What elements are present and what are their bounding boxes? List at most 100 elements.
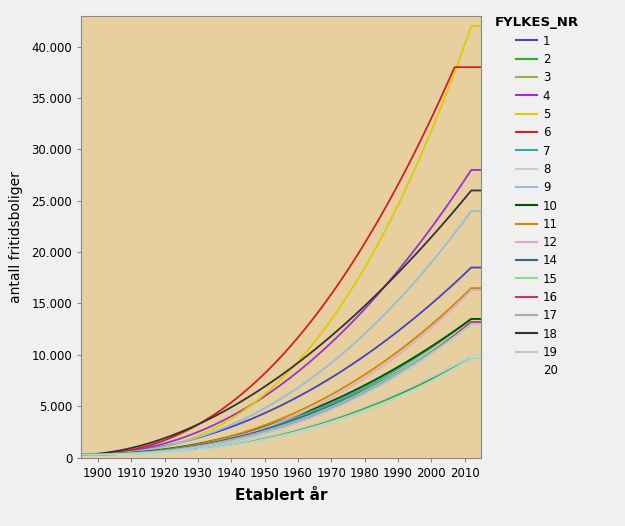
- 2: [348, 410, 355, 416]
- 17: [328, 404, 335, 411]
- 4: [348, 320, 355, 326]
- 2: [451, 364, 458, 370]
- 6: [454, 64, 462, 70]
- 11: [451, 301, 458, 307]
- 19: [118, 451, 125, 457]
- 9: [328, 360, 335, 366]
- 5: [118, 450, 125, 457]
- 12: [328, 395, 335, 401]
- 10: [171, 444, 178, 451]
- 11: [78, 451, 85, 458]
- Line: 8: 8: [81, 355, 481, 454]
- 14: [171, 446, 178, 452]
- 1: [348, 362, 355, 368]
- 5: [468, 23, 475, 29]
- 17: [468, 321, 475, 327]
- Line: 15: 15: [81, 322, 481, 454]
- 17: [78, 451, 85, 458]
- 20: [118, 451, 125, 458]
- 2: [171, 448, 178, 454]
- 4: [478, 167, 485, 173]
- 15: [248, 432, 255, 438]
- 14: [451, 333, 458, 339]
- 8: [171, 448, 178, 454]
- 14: [78, 451, 85, 458]
- 15: [171, 447, 178, 453]
- 2: [78, 451, 85, 458]
- 14: [348, 393, 355, 400]
- 12: [78, 451, 85, 458]
- 1: [78, 451, 85, 458]
- 18: [328, 333, 335, 339]
- 6: [328, 291, 335, 297]
- 7: [468, 316, 475, 322]
- 1: [468, 265, 475, 271]
- 18: [248, 392, 255, 399]
- 10: [328, 398, 335, 404]
- 19: [468, 321, 475, 327]
- 12: [248, 429, 255, 436]
- 12: [348, 383, 355, 390]
- 7: [348, 391, 355, 397]
- 2: [248, 437, 255, 443]
- 3: [478, 316, 485, 322]
- 9: [468, 208, 475, 214]
- 7: [171, 446, 178, 452]
- 19: [328, 407, 335, 413]
- 8: [478, 352, 485, 358]
- Line: 6: 6: [81, 67, 481, 454]
- 14: [248, 430, 255, 437]
- 6: [248, 383, 255, 389]
- 20: [328, 420, 335, 426]
- 18: [171, 431, 178, 438]
- 4: [118, 449, 125, 456]
- 16: [248, 433, 255, 440]
- Line: 18: 18: [81, 190, 481, 454]
- 5: [328, 317, 335, 323]
- 12: [451, 304, 458, 310]
- 19: [78, 451, 85, 458]
- 7: [478, 316, 485, 322]
- 16: [348, 397, 355, 403]
- 16: [478, 319, 485, 325]
- 19: [451, 334, 458, 340]
- 7: [451, 328, 458, 335]
- Line: 2: 2: [81, 358, 481, 454]
- 17: [451, 333, 458, 340]
- 10: [118, 450, 125, 457]
- 4: [468, 167, 475, 173]
- 19: [171, 447, 178, 453]
- 9: [248, 412, 255, 419]
- 5: [248, 402, 255, 408]
- 7: [248, 430, 255, 436]
- Line: 10: 10: [81, 319, 481, 454]
- 8: [328, 416, 335, 422]
- 2: [478, 355, 485, 361]
- 10: [78, 451, 85, 458]
- 9: [348, 343, 355, 349]
- 3: [171, 446, 178, 452]
- 17: [248, 432, 255, 438]
- Line: 19: 19: [81, 324, 481, 454]
- 1: [248, 416, 255, 422]
- 8: [118, 451, 125, 457]
- 11: [171, 445, 178, 451]
- 4: [171, 437, 178, 443]
- Line: 9: 9: [81, 211, 481, 454]
- 3: [328, 400, 335, 407]
- 10: [248, 428, 255, 434]
- 2: [118, 451, 125, 457]
- 20: [468, 355, 475, 361]
- 6: [171, 433, 178, 439]
- 12: [478, 287, 485, 294]
- 20: [478, 355, 485, 361]
- 20: [78, 451, 85, 458]
- 18: [478, 187, 485, 194]
- 18: [468, 187, 475, 194]
- 15: [78, 451, 85, 458]
- 5: [451, 69, 458, 75]
- 8: [451, 361, 458, 368]
- Line: 16: 16: [81, 322, 481, 454]
- 18: [348, 315, 355, 321]
- 15: [118, 451, 125, 457]
